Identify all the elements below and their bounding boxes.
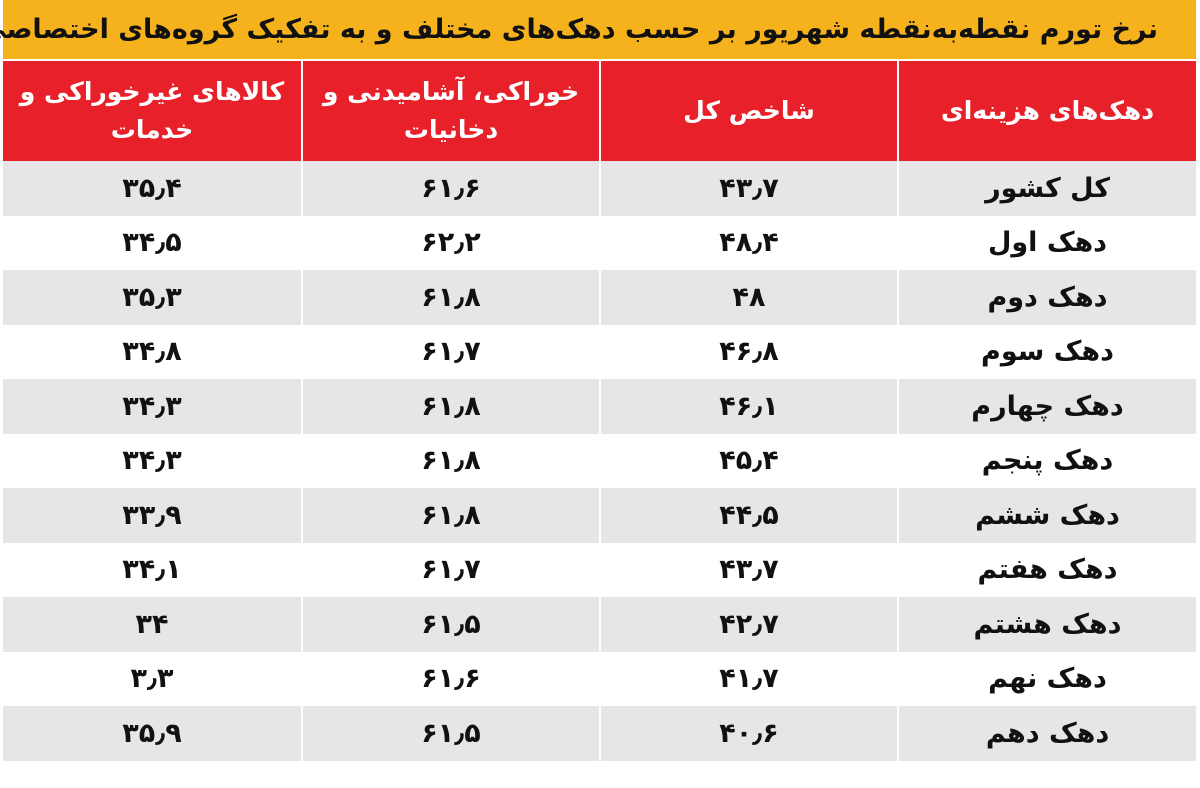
decile-label: دهک اول bbox=[897, 215, 1196, 270]
total-index-value: ۴۸ bbox=[599, 270, 898, 325]
food-value: ۶۱٫۵ bbox=[301, 597, 600, 652]
title-bar: نرخ تورم نقطه‌به‌نقطه شهریور بر حسب دهک‌… bbox=[0, 0, 1196, 61]
header-food: خوراکی، آشامیدنی و دخانیات bbox=[301, 61, 600, 161]
food-value: ۶۱٫۸ bbox=[301, 433, 600, 488]
table-row: دهک هشتم ۴۲٫۷ ۶۱٫۵ ۳۴ bbox=[3, 597, 1196, 652]
total-index-value: ۴۴٫۵ bbox=[599, 488, 898, 543]
total-index-value: ۴۳٫۷ bbox=[599, 161, 898, 216]
table-row: دهک سوم ۴۶٫۸ ۶۱٫۷ ۳۴٫۸ bbox=[3, 324, 1196, 379]
table-header: دهک‌های هزینه‌ای شاخص کل خوراکی، آشامیدن… bbox=[3, 61, 1196, 161]
total-index-value: ۴۶٫۱ bbox=[599, 379, 898, 434]
total-index-value: ۴۳٫۷ bbox=[599, 542, 898, 597]
total-index-value: ۴۲٫۷ bbox=[599, 597, 898, 652]
header-row: دهک‌های هزینه‌ای شاخص کل خوراکی، آشامیدن… bbox=[3, 61, 1196, 161]
total-index-value: ۴۰٫۶ bbox=[599, 706, 898, 761]
nonfood-value: ۳۴٫۸ bbox=[3, 324, 302, 379]
nonfood-value: ۳٫۳ bbox=[3, 651, 302, 706]
food-value: ۶۱٫۶ bbox=[301, 651, 600, 706]
table-row: دهک هفتم ۴۳٫۷ ۶۱٫۷ ۳۴٫۱ bbox=[3, 542, 1196, 597]
total-index-value: ۴۱٫۷ bbox=[599, 651, 898, 706]
total-index-value: ۴۸٫۴ bbox=[599, 215, 898, 270]
table-row: دهک ششم ۴۴٫۵ ۶۱٫۸ ۳۳٫۹ bbox=[3, 488, 1196, 543]
nonfood-value: ۳۴ bbox=[3, 597, 302, 652]
table-row: دهک دهم ۴۰٫۶ ۶۱٫۵ ۳۵٫۹ bbox=[3, 706, 1196, 761]
nonfood-value: ۳۳٫۹ bbox=[3, 488, 302, 543]
nonfood-value: ۳۴٫۳ bbox=[3, 433, 302, 488]
food-value: ۶۱٫۸ bbox=[301, 488, 600, 543]
decile-label: دهک هفتم bbox=[897, 542, 1196, 597]
decile-label: دهک پنجم bbox=[897, 433, 1196, 488]
nonfood-value: ۳۵٫۴ bbox=[3, 161, 302, 216]
food-value: ۶۱٫۸ bbox=[301, 270, 600, 325]
table-row: دهک پنجم ۴۵٫۴ ۶۱٫۸ ۳۴٫۳ bbox=[3, 433, 1196, 488]
header-decile: دهک‌های هزینه‌ای bbox=[897, 61, 1196, 161]
decile-label: دهک دهم bbox=[897, 706, 1196, 761]
table-row: دهک نهم ۴۱٫۷ ۶۱٫۶ ۳٫۳ bbox=[3, 651, 1196, 706]
total-index-value: ۴۵٫۴ bbox=[599, 433, 898, 488]
decile-label: دهک نهم bbox=[897, 651, 1196, 706]
total-index-value: ۴۶٫۸ bbox=[599, 324, 898, 379]
table-row: دهک چهارم ۴۶٫۱ ۶۱٫۸ ۳۴٫۳ bbox=[3, 379, 1196, 434]
food-value: ۶۱٫۷ bbox=[301, 542, 600, 597]
nonfood-value: ۳۵٫۳ bbox=[3, 270, 302, 325]
decile-label: دهک دوم bbox=[897, 270, 1196, 325]
table-row: دهک اول ۴۸٫۴ ۶۲٫۲ ۳۴٫۵ bbox=[3, 215, 1196, 270]
table-row: کل کشور ۴۳٫۷ ۶۱٫۶ ۳۵٫۴ bbox=[3, 161, 1196, 216]
decile-label: کل کشور bbox=[897, 161, 1196, 216]
table-title: نرخ تورم نقطه‌به‌نقطه شهریور بر حسب دهک‌… bbox=[0, 14, 1158, 45]
inflation-table: دهک‌های هزینه‌ای شاخص کل خوراکی، آشامیدن… bbox=[3, 61, 1196, 761]
food-value: ۶۱٫۸ bbox=[301, 379, 600, 434]
table-body: کل کشور ۴۳٫۷ ۶۱٫۶ ۳۵٫۴ دهک اول ۴۸٫۴ ۶۲٫۲ ۳۴٫۵ ده… bbox=[3, 161, 1196, 761]
food-value: ۶۲٫۲ bbox=[301, 215, 600, 270]
nonfood-value: ۳۴٫۱ bbox=[3, 542, 302, 597]
decile-label: دهک چهارم bbox=[897, 379, 1196, 434]
decile-label: دهک سوم bbox=[897, 324, 1196, 379]
decile-label: دهک ششم bbox=[897, 488, 1196, 543]
table-row: دهک دوم ۴۸ ۶۱٫۸ ۳۵٫۳ bbox=[3, 270, 1196, 325]
header-total-index: شاخص کل bbox=[599, 61, 898, 161]
food-value: ۶۱٫۷ bbox=[301, 324, 600, 379]
header-nonfood: کالاهای غیرخوراکی و خدمات bbox=[3, 61, 302, 161]
decile-label: دهک هشتم bbox=[897, 597, 1196, 652]
food-value: ۶۱٫۶ bbox=[301, 161, 600, 216]
food-value: ۶۱٫۵ bbox=[301, 706, 600, 761]
nonfood-value: ۳۵٫۹ bbox=[3, 706, 302, 761]
nonfood-value: ۳۴٫۵ bbox=[3, 215, 302, 270]
nonfood-value: ۳۴٫۳ bbox=[3, 379, 302, 434]
